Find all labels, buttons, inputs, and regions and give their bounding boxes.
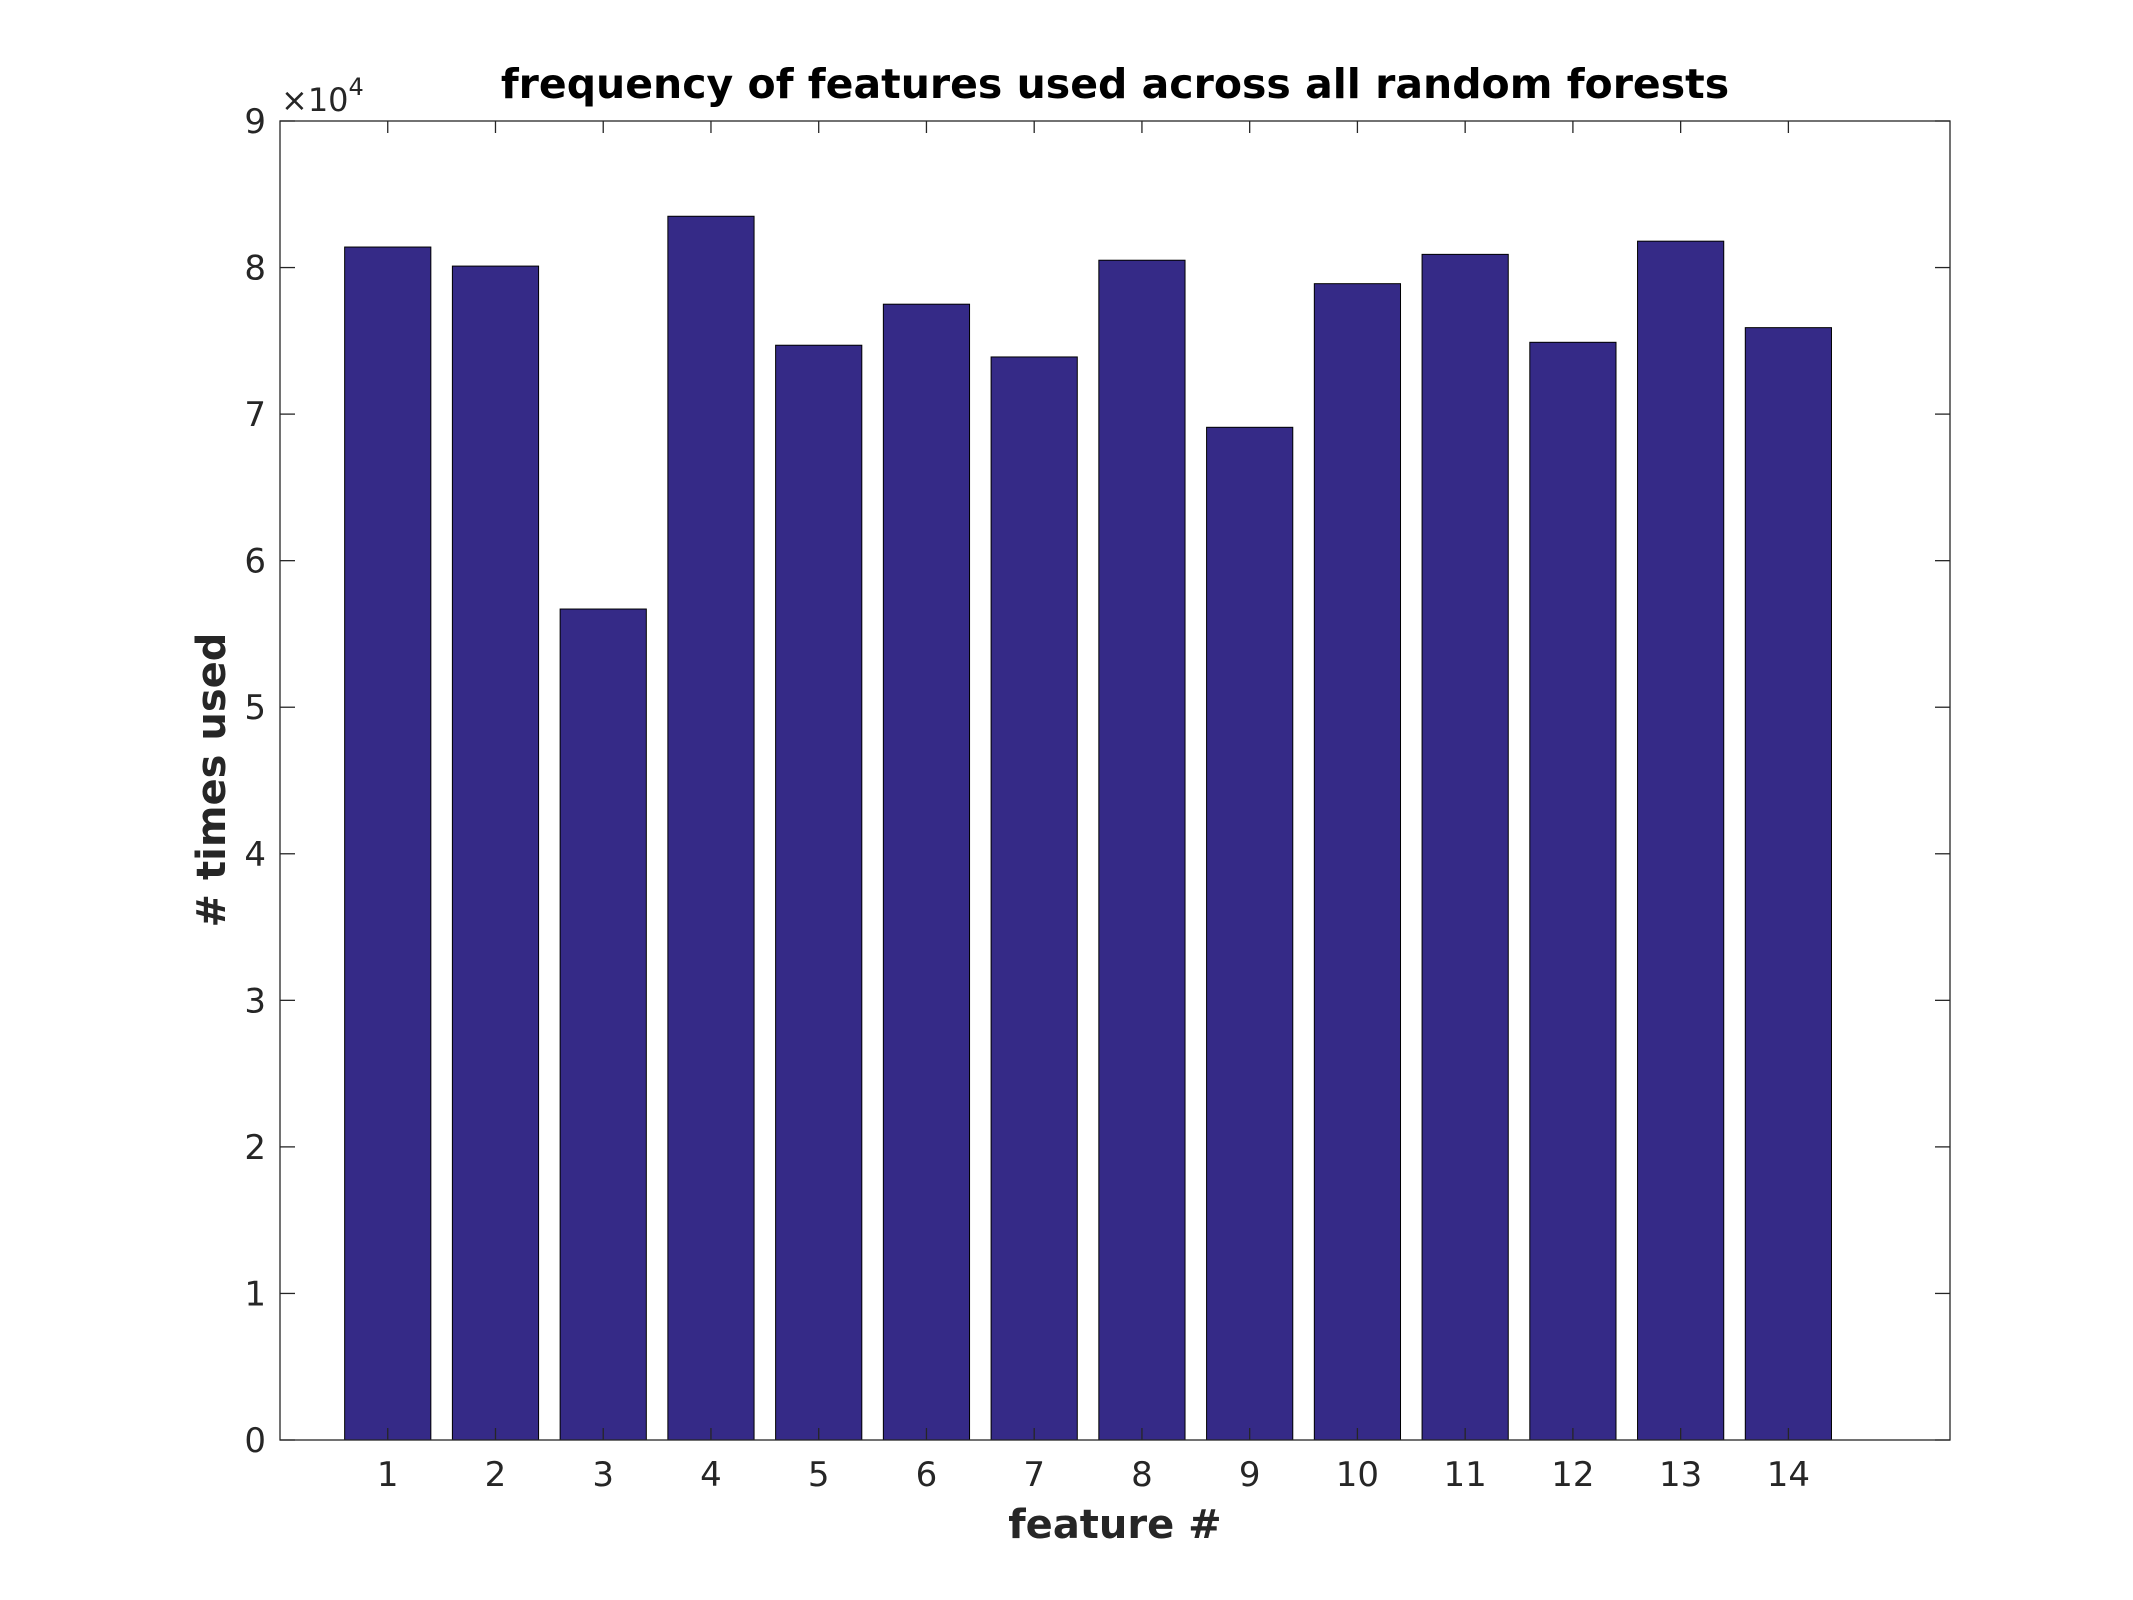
y-axis-exponent: ×104 [281,73,364,119]
x-tick-label-2: 2 [485,1455,507,1495]
y-tick-label-7: 7 [244,395,266,435]
x-tick-label-13: 13 [1659,1455,1702,1495]
bar-feature-4 [667,215,755,1441]
bar-feature-2 [451,265,540,1441]
y-tick-label-4: 4 [244,835,266,875]
y-tick-label-2: 2 [244,1128,266,1168]
x-tick-label-8: 8 [1131,1455,1153,1495]
x-tick-label-11: 11 [1444,1455,1487,1495]
y-tick-label-5: 5 [244,688,266,728]
bar-feature-5 [775,344,863,1441]
y-tick-label-0: 0 [244,1421,266,1461]
y-tick-label-9: 9 [244,102,266,142]
x-tick-label-10: 10 [1336,1455,1379,1495]
bar-feature-3 [559,608,647,1441]
chart-title: frequency of features used across all ra… [501,60,1729,108]
plot-area-frame [279,120,1951,1441]
exponent-power: 4 [349,73,364,101]
exponent-base: ×10 [281,81,349,119]
y-tick-label-8: 8 [244,249,266,289]
bar-feature-11 [1421,253,1509,1441]
x-tick-label-1: 1 [377,1455,399,1495]
y-tick-label-6: 6 [244,542,266,582]
x-tick-label-7: 7 [1023,1455,1045,1495]
x-tick-label-6: 6 [916,1455,938,1495]
bars-group [344,215,1832,1441]
x-tick-label-12: 12 [1551,1455,1594,1495]
y-axis-ticks: 0 1 2 3 4 5 6 7 8 9 [244,102,1950,1461]
y-tick-label-3: 3 [244,981,266,1021]
bar-feature-8 [1098,259,1186,1441]
x-axis-ticks: 1 2 3 4 5 6 7 8 9 10 11 12 13 14 [377,121,1810,1495]
bar-feature-12 [1529,341,1617,1441]
x-tick-label-4: 4 [700,1455,722,1495]
x-tick-label-5: 5 [808,1455,830,1495]
bar-feature-6 [882,303,971,1441]
x-axis-label: feature # [1008,1502,1221,1548]
x-tick-label-9: 9 [1239,1455,1261,1495]
bar-feature-13 [1637,240,1725,1441]
x-tick-label-3: 3 [592,1455,614,1495]
bar-feature-14 [1744,327,1832,1441]
y-axis-label: # times used [189,633,235,928]
bar-feature-1 [344,246,432,1441]
bar-feature-7 [990,356,1078,1441]
bar-feature-9 [1206,426,1294,1441]
x-tick-label-14: 14 [1767,1455,1810,1495]
y-tick-label-1: 1 [244,1274,266,1314]
bar-feature-10 [1313,283,1402,1441]
